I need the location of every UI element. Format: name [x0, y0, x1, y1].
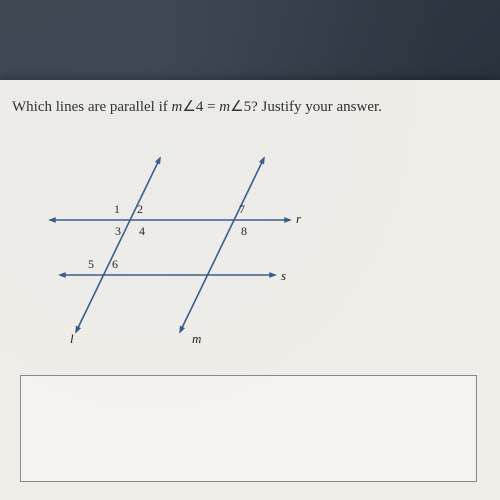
angle-label-4: 4 [139, 224, 145, 238]
angle-icon: ∠ [230, 99, 243, 115]
angle-label-8: 8 [241, 224, 247, 238]
angle-label-2: 2 [137, 202, 143, 216]
question-text: Which lines are parallel if m∠4 = m∠5? J… [12, 98, 492, 118]
photo-background: Which lines are parallel if m∠4 = m∠5? J… [0, 0, 500, 500]
q-ang2: 5 [244, 99, 252, 115]
line-label-s: s [281, 268, 286, 283]
angle-label-6: 6 [112, 257, 118, 271]
q-m1: m [172, 99, 183, 115]
line-l [76, 158, 160, 332]
q-prefix: Which lines are parallel if [12, 99, 172, 115]
angle-label-7: 7 [239, 202, 245, 216]
geometry-diagram: 1 2 3 4 7 8 5 6 r s l m [40, 150, 320, 350]
angle-label-5: 5 [88, 257, 94, 271]
q-m2: m [219, 99, 230, 115]
line-label-r: r [296, 211, 302, 226]
angle-label-1: 1 [114, 202, 120, 216]
line-m [180, 158, 264, 332]
angle-icon: ∠ [182, 99, 195, 115]
line-label-m: m [192, 331, 201, 346]
answer-input-box[interactable] [20, 375, 477, 482]
q-eq: = [203, 99, 219, 115]
q-suffix: ? Justify your answer. [251, 99, 382, 115]
line-label-l: l [70, 331, 74, 346]
angle-label-3: 3 [115, 224, 121, 238]
worksheet-paper: Which lines are parallel if m∠4 = m∠5? J… [0, 80, 500, 500]
